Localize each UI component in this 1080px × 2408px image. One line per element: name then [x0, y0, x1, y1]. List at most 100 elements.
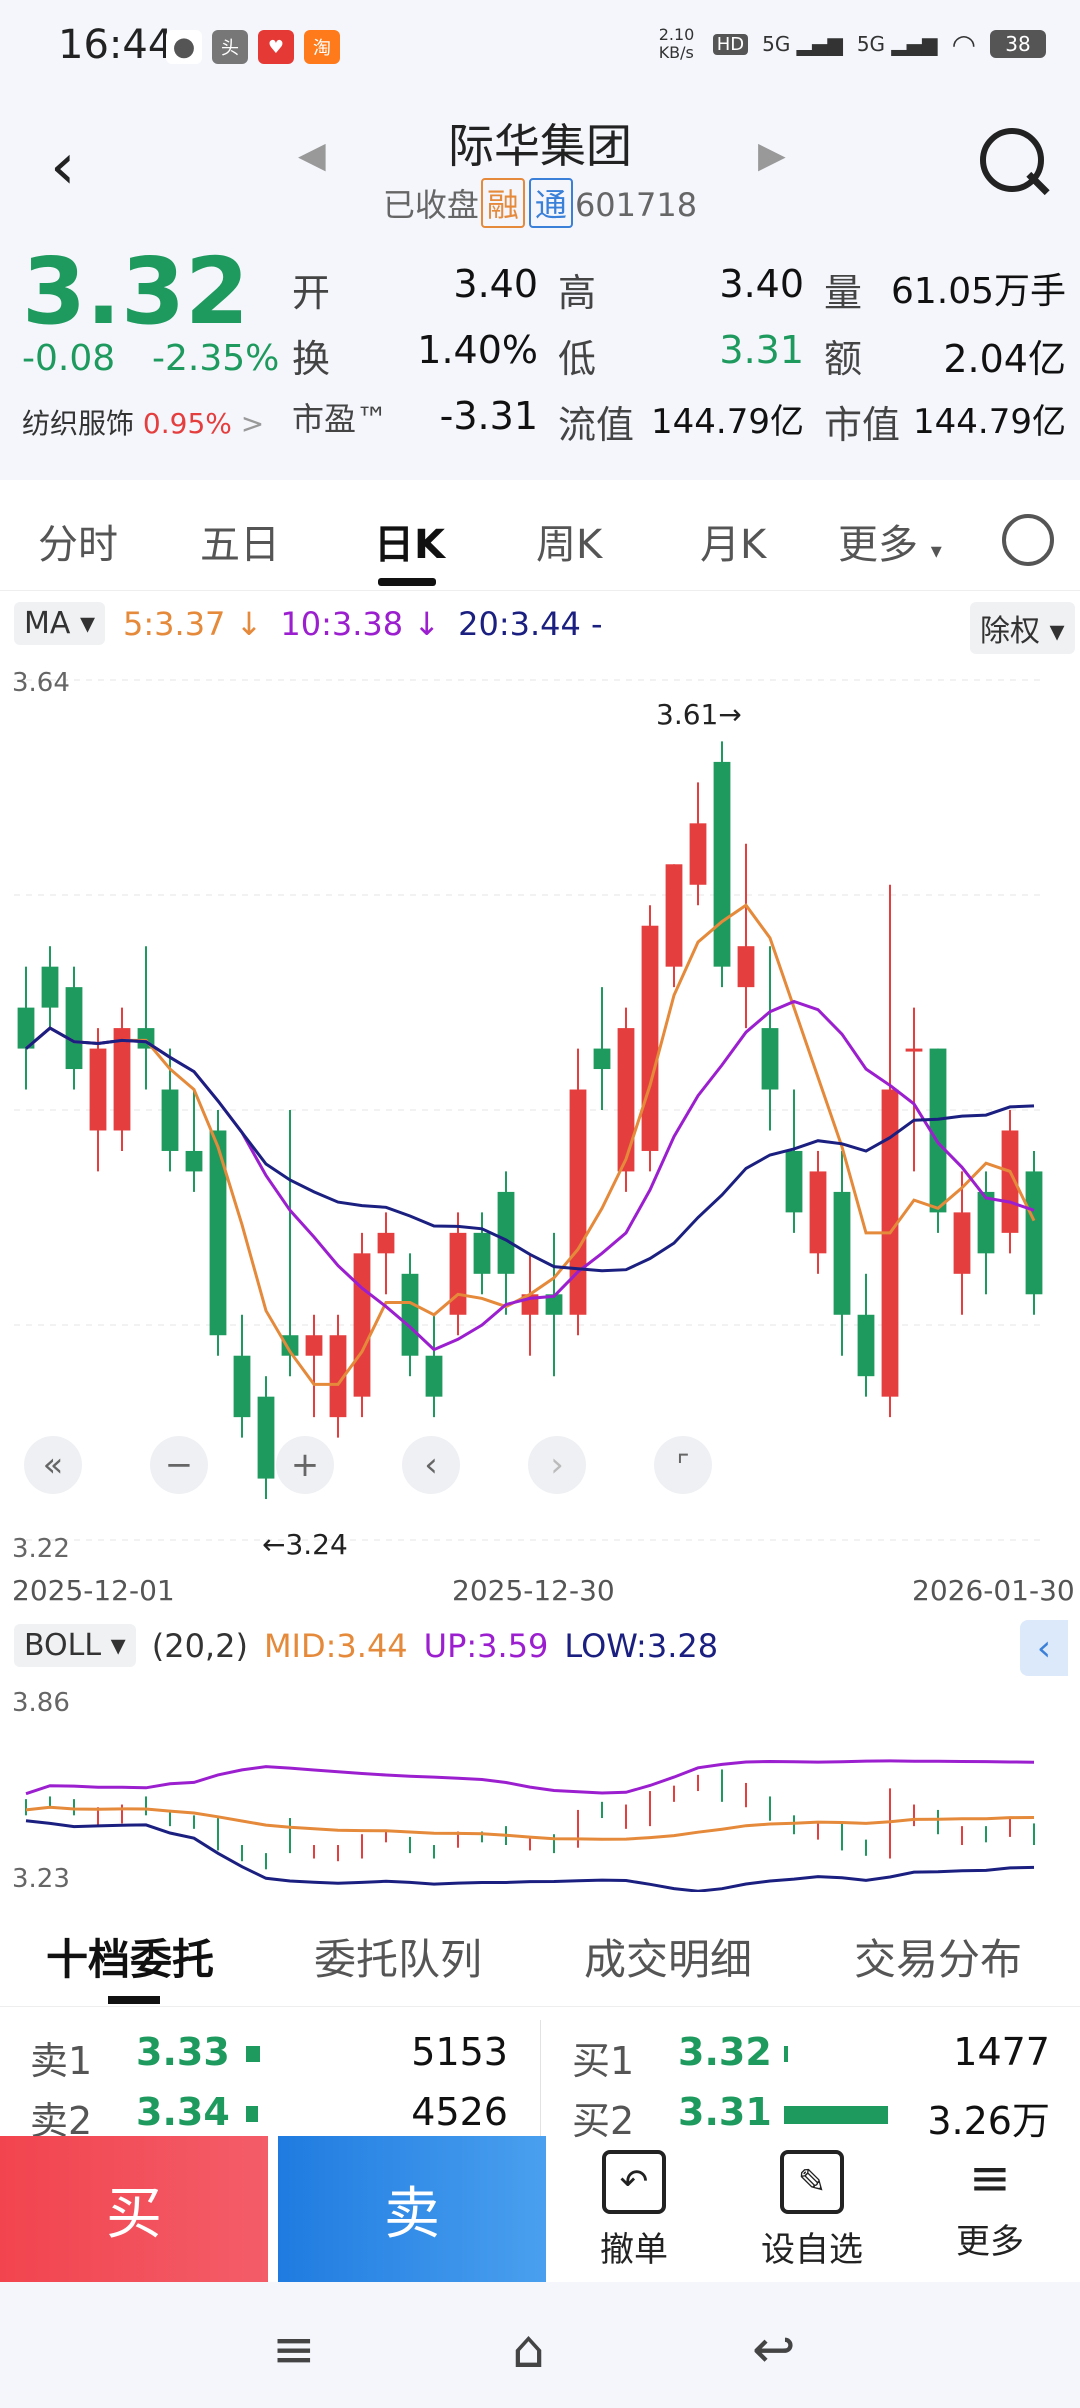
- stock-title: 际华集团: [448, 119, 632, 173]
- nav-menu-icon[interactable]: ≡: [272, 2320, 316, 2380]
- tab-monthly-k[interactable]: 月K: [700, 522, 767, 568]
- candle-body: [473, 1232, 491, 1274]
- prev-stock-icon[interactable]: ◀: [298, 135, 326, 176]
- zoom-in-icon[interactable]: +: [276, 1436, 334, 1494]
- pe-label: 市盈™: [292, 400, 389, 438]
- ma5-value: 5:3.37 ↓: [123, 604, 263, 643]
- date-start: 2025-12-01: [12, 1574, 175, 1607]
- sell-button[interactable]: 卖: [278, 2136, 546, 2282]
- tab-trades[interactable]: 成交明细: [584, 1935, 753, 1984]
- tab-more[interactable]: 更多 ▾: [838, 522, 942, 568]
- add-watchlist-button[interactable]: ✎ 设自选: [732, 2150, 892, 2271]
- current-price: 3.32: [22, 238, 249, 345]
- candle-body: [353, 1253, 371, 1397]
- candle-body: [785, 1150, 803, 1213]
- back-icon[interactable]: ‹: [50, 130, 76, 204]
- candle-body: [569, 1089, 587, 1315]
- wifi-icon: ◠: [951, 27, 976, 61]
- candle-body: [833, 1191, 851, 1315]
- rewind-icon[interactable]: «: [24, 1436, 82, 1494]
- date-end: 2026-01-30: [912, 1574, 1075, 1607]
- candle-body: [809, 1171, 827, 1254]
- cancel-order-button[interactable]: ↶ 撤单: [554, 2150, 714, 2271]
- boll-up-line: [25, 1759, 1035, 1796]
- buy1-bar: [784, 2046, 788, 2062]
- candle-body: [929, 1048, 947, 1213]
- sector-link[interactable]: 纺织服饰 0.95% >: [22, 407, 265, 440]
- system-nav-bar: [0, 2282, 1080, 2408]
- mcap-label: 市值: [824, 403, 901, 447]
- fullscreen-icon[interactable]: ⌜: [654, 1436, 712, 1494]
- sell1-label: 卖1: [30, 2039, 93, 2083]
- buy-button[interactable]: 买: [0, 2136, 268, 2282]
- candle-body: [689, 823, 707, 885]
- nav-home-icon[interactable]: ⌂: [512, 2320, 546, 2380]
- candle-body: [737, 946, 755, 988]
- menu-icon: ≡: [969, 2149, 1011, 2207]
- candle-body: [281, 1335, 299, 1356]
- date-mid: 2025-12-30: [452, 1574, 615, 1607]
- search-icon[interactable]: [980, 128, 1044, 192]
- scroll-left-icon[interactable]: ‹: [402, 1436, 460, 1494]
- chart-bottom-price: 3.22: [12, 1534, 70, 1564]
- ma5-line: [25, 903, 1036, 1386]
- scroll-right-icon[interactable]: ›: [528, 1436, 586, 1494]
- signal2-icon: 5G ▂▄▆: [856, 32, 938, 56]
- boll-bottom: 3.23: [12, 1864, 70, 1894]
- status-right: 2.10 KB/s HD 5G ▂▄▆ 5G ▂▄▆ ◠ 38: [659, 26, 1046, 62]
- adjust-selector[interactable]: 除权 ▾: [970, 602, 1075, 654]
- candle-body: [905, 1048, 923, 1052]
- tab-ten-level[interactable]: 十档委托: [46, 1935, 215, 1984]
- toutiao-icon: 头: [212, 30, 248, 64]
- next-stock-icon[interactable]: ▶: [758, 135, 786, 176]
- nav-back-icon[interactable]: ↩: [752, 2320, 796, 2380]
- collapse-panel-icon[interactable]: ‹: [1020, 1620, 1068, 1676]
- status-app-icons: ● 头 ♥ 淘: [166, 30, 340, 64]
- candle-body: [425, 1355, 443, 1397]
- battery-icon: 38: [990, 30, 1046, 58]
- candle-body: [113, 1028, 131, 1131]
- buy1-vol: 1477: [953, 2030, 1050, 2074]
- tab-weekly-k[interactable]: 周K: [536, 522, 603, 568]
- boll-top: 3.86: [12, 1688, 70, 1718]
- low-label: 低: [558, 337, 597, 381]
- chart-top-price: 3.64: [12, 668, 70, 698]
- undo-icon: ↶: [602, 2150, 666, 2214]
- candle-body: [65, 987, 83, 1070]
- min-price-marker: ←3.24: [262, 1528, 348, 1561]
- margin-tag: 融: [480, 178, 525, 228]
- pe-value: -3.31: [439, 394, 538, 438]
- amount-value: 2.04亿: [943, 337, 1066, 381]
- candle-body: [857, 1314, 875, 1377]
- zoom-out-icon[interactable]: −: [150, 1436, 208, 1494]
- boll-selector[interactable]: BOLL ▾: [14, 1624, 136, 1667]
- price-change-pct: -2.35%: [152, 338, 280, 379]
- float-value: 144.79亿: [651, 402, 804, 442]
- candle-body: [713, 761, 731, 967]
- candle-body: [449, 1232, 467, 1315]
- buy1-price: 3.32: [678, 2030, 772, 2074]
- tab-five-day[interactable]: 五日: [200, 522, 280, 568]
- boll-low: LOW:3.28: [564, 1626, 719, 1665]
- more-button[interactable]: ≡ 更多: [956, 2149, 1024, 2262]
- tab-distribution[interactable]: 交易分布: [854, 1935, 1023, 1984]
- candle-body: [545, 1294, 563, 1315]
- boll-mid: MID:3.44: [263, 1626, 408, 1665]
- candle-body: [185, 1150, 203, 1172]
- candle-body: [593, 1048, 611, 1070]
- tab-intraday[interactable]: 分时: [38, 522, 118, 568]
- tab-daily-k[interactable]: 日K: [374, 522, 445, 568]
- chart-tabs: 分时 五日 日K 周K 月K 更多 ▾: [0, 490, 1080, 591]
- order-tabs: 十档委托 委托队列 成交明细 交易分布: [0, 1906, 1080, 2007]
- ma20-value: 20:3.44 -: [458, 604, 603, 643]
- hd-icon: HD: [712, 33, 749, 55]
- k-line-chart[interactable]: [0, 660, 1080, 1600]
- settings-icon[interactable]: [1002, 514, 1054, 566]
- boll-chart: [25, 1759, 1035, 1892]
- tab-queue[interactable]: 委托队列: [314, 1935, 483, 1984]
- ma-selector[interactable]: MA ▾: [14, 602, 106, 645]
- ma10-value: 10:3.38 ↓: [280, 604, 441, 643]
- candle-body: [377, 1232, 395, 1254]
- boll-mid-line: [25, 1805, 1035, 1841]
- sell1-vol: 5153: [411, 2030, 508, 2074]
